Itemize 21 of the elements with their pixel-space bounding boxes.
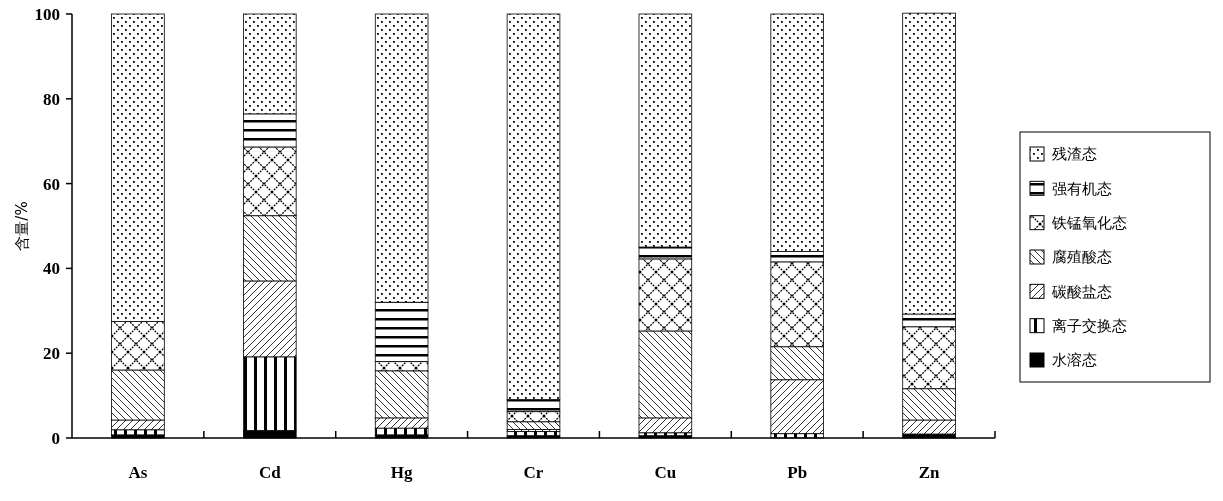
x-tick-label: Cu	[654, 462, 677, 482]
x-tick-label: As	[128, 462, 148, 482]
legend-label: 离子交换态	[1052, 316, 1127, 335]
x-tick-label: Zn	[918, 462, 941, 482]
legend-label: 水溶态	[1052, 351, 1097, 370]
legend-label: 强有机态	[1052, 179, 1112, 198]
x-tick-label: Cr	[523, 462, 544, 482]
x-tick-label: Pb	[787, 462, 808, 482]
y-tick-label: 0	[51, 428, 60, 448]
y-axis-title: 含量/%	[13, 201, 32, 251]
y-tick-label: 80	[43, 89, 60, 109]
y-tick-label: 100	[34, 4, 60, 24]
legend-label: 铁锰氧化态	[1051, 213, 1127, 232]
legend-label: 腐殖酸态	[1052, 248, 1112, 267]
legend-label: 碳酸盐态	[1051, 282, 1112, 301]
legend-label: 残渣态	[1052, 145, 1097, 164]
y-tick-label: 60	[43, 174, 60, 194]
y-tick-label: 20	[43, 344, 60, 364]
x-tick-label: Cd	[258, 462, 282, 482]
x-tick-label: Hg	[390, 462, 413, 482]
y-tick-label: 40	[43, 259, 60, 279]
